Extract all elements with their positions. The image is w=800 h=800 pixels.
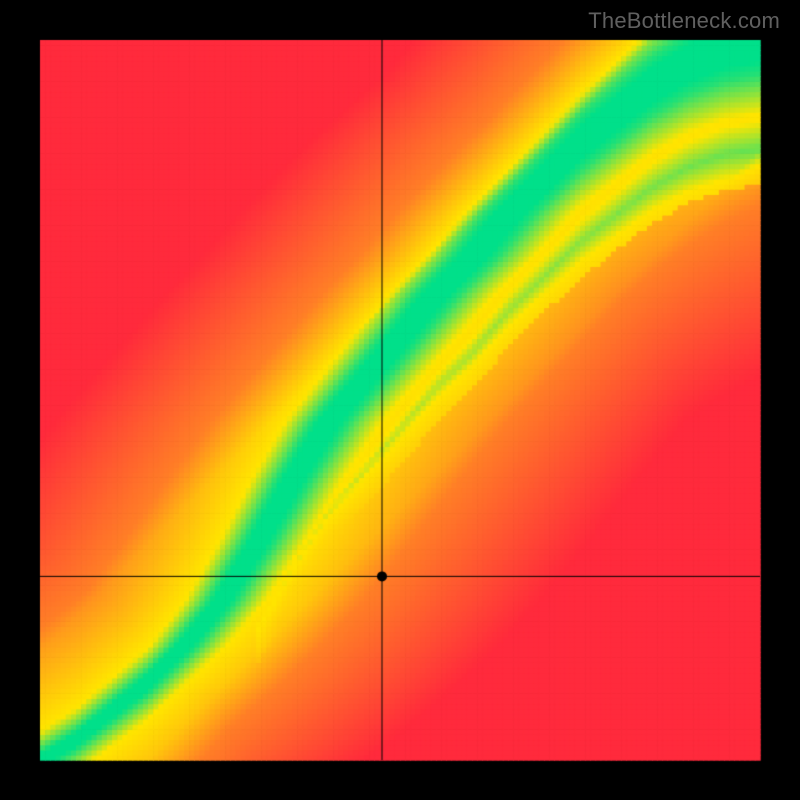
chart-container: TheBottleneck.com — [0, 0, 800, 800]
watermark-text: TheBottleneck.com — [588, 8, 780, 34]
bottleneck-heatmap-canvas — [0, 0, 800, 800]
